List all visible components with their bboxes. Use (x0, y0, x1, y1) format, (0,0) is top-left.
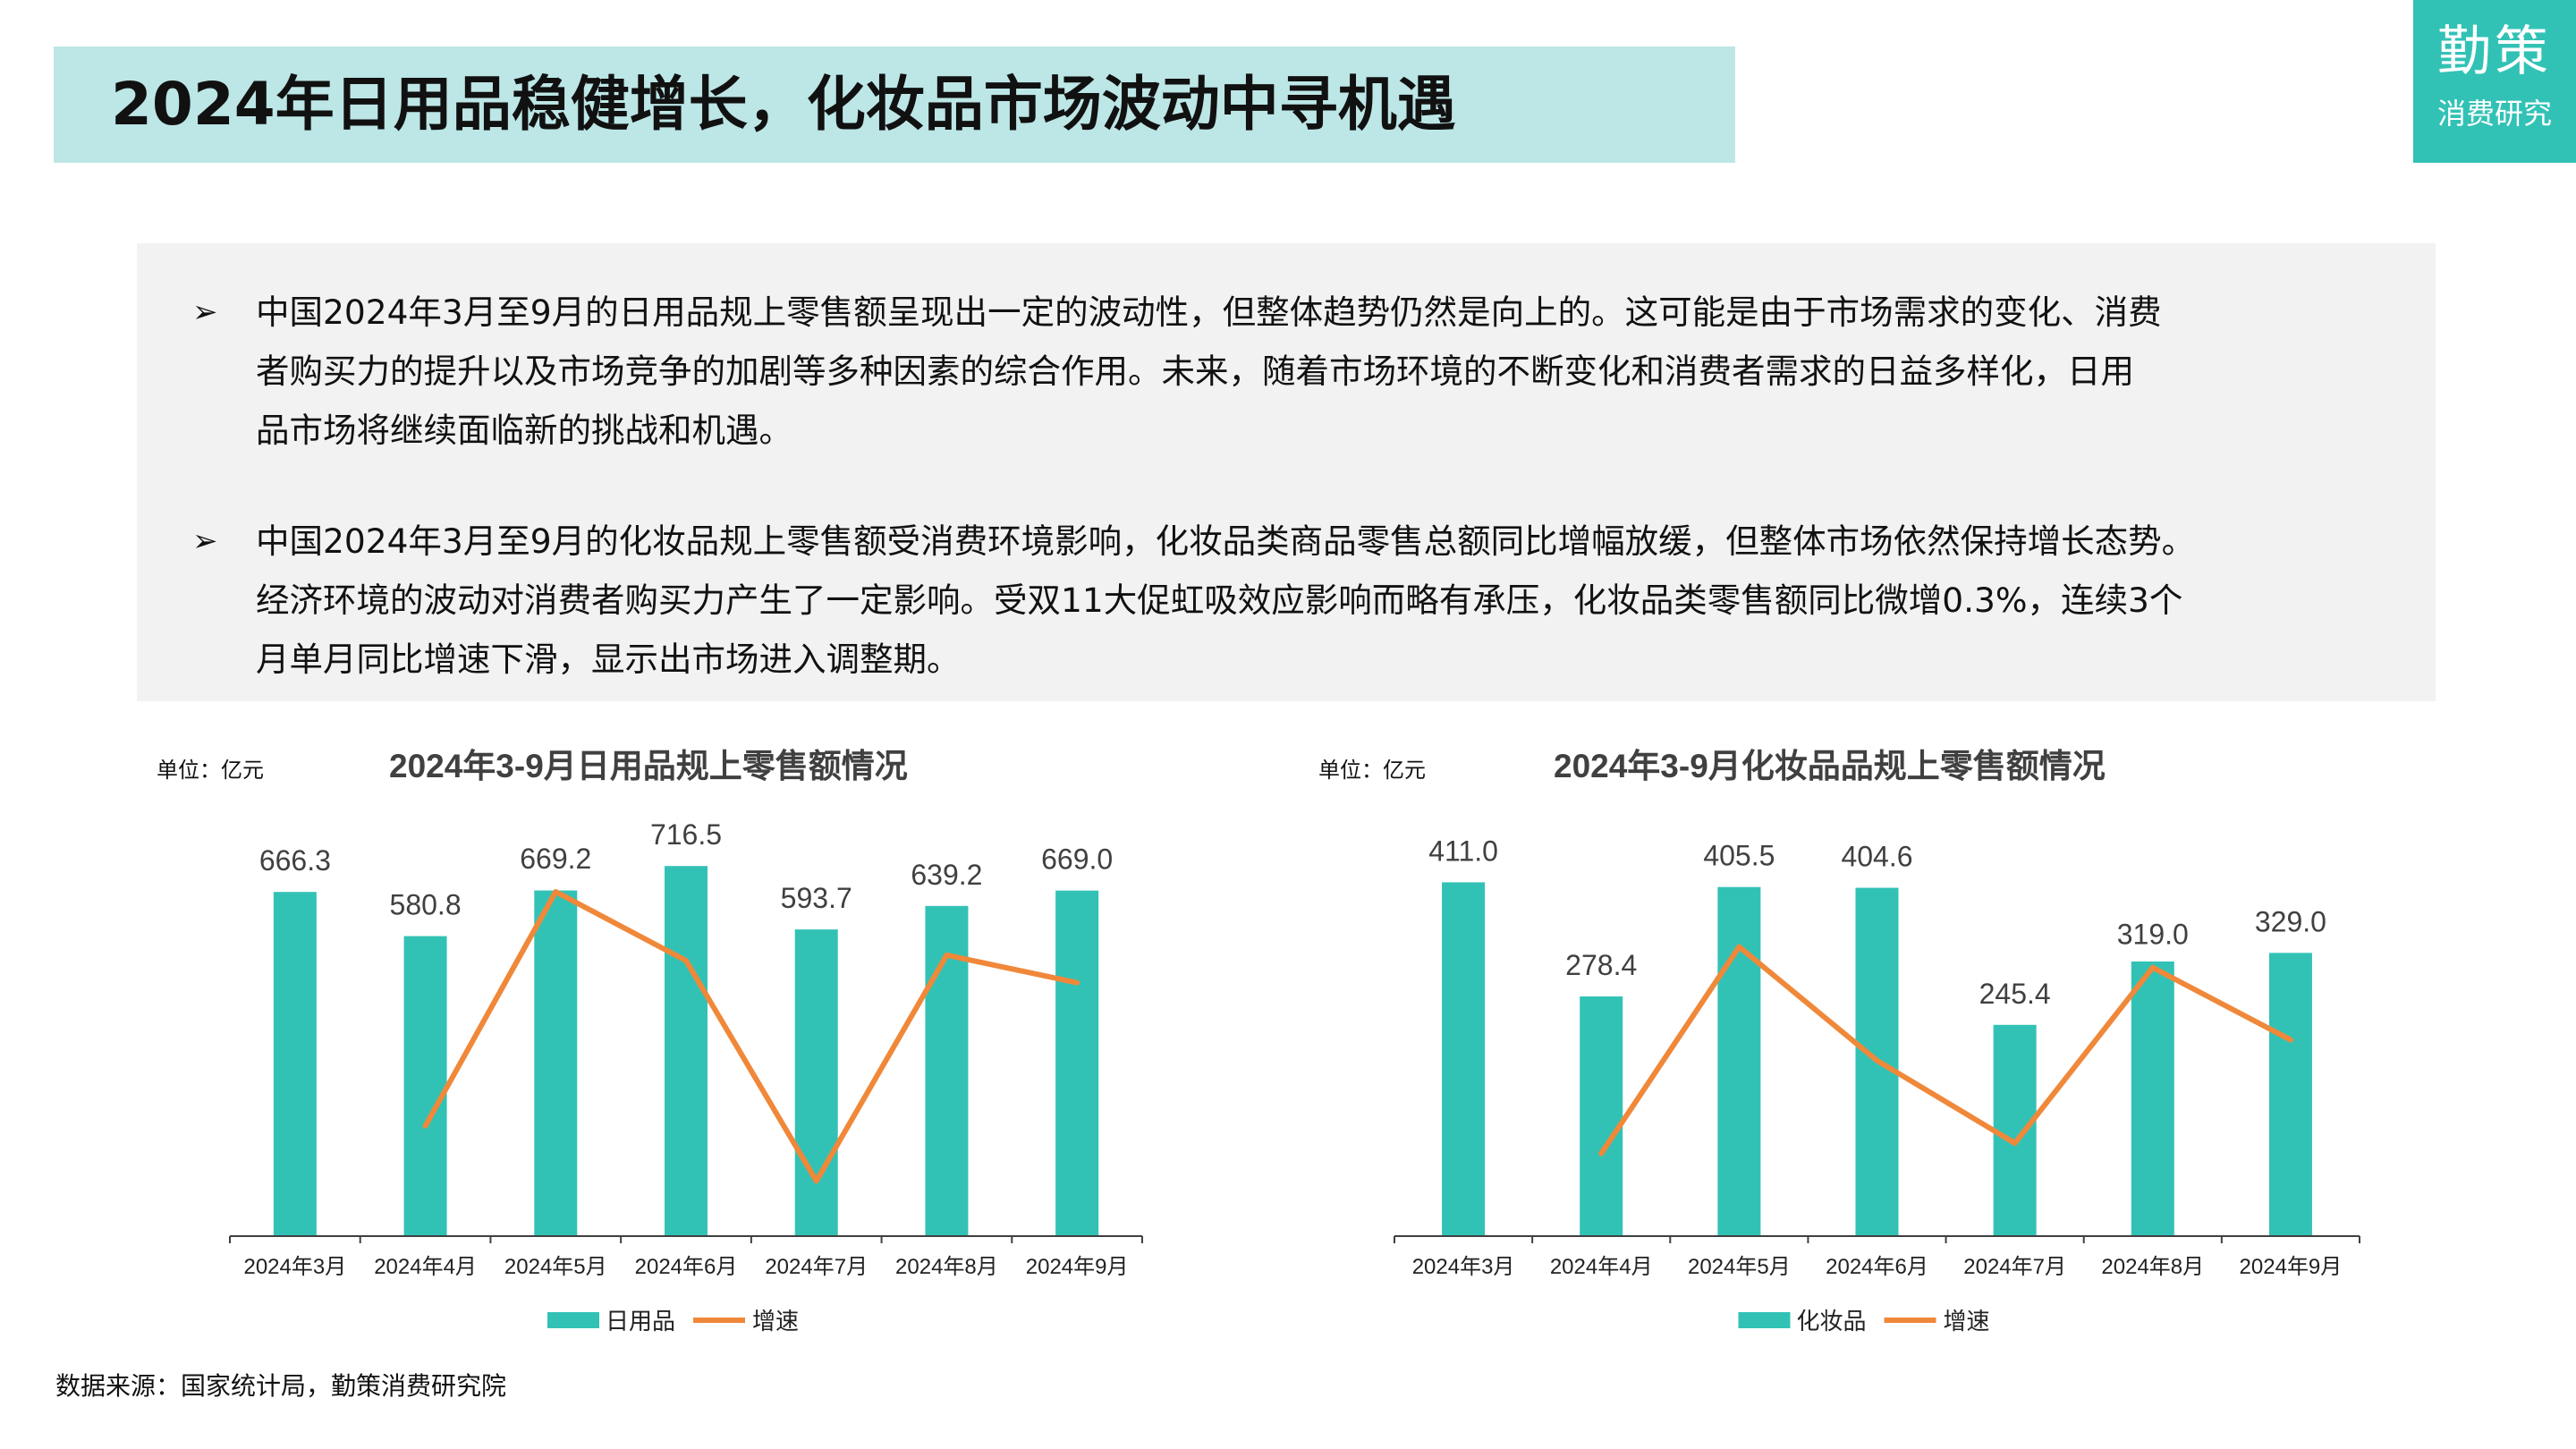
logo-name: 勤策 (2437, 21, 2552, 83)
title-banner: 2024年日用品稳健增长，化妆品市场波动中寻机遇 (54, 47, 1735, 163)
x-tick-label: 2024年5月 (504, 1255, 607, 1279)
x-tick-label: 2024年7月 (1963, 1255, 2066, 1279)
x-tick-label: 2024年7月 (765, 1255, 868, 1279)
brand-logo: 勤策 消费研究 (2413, 0, 2576, 163)
unit-label: 单位：亿元 (157, 758, 264, 783)
summary-line: 中国2024年3月至9月的化妆品规上零售额受消费环境影响，化妆品类商品零售总额同… (256, 521, 2196, 561)
logo-subtitle: 消费研究 (2436, 97, 2552, 131)
summary-line: 品市场将继续面临新的挑战和机遇。 (256, 411, 792, 450)
summary-line: 者购买力的提升以及市场竞争的加剧等多种因素的综合作用。未来，随着市场环境的不断变… (256, 352, 2134, 391)
bar-2024年3月 (1442, 882, 1486, 1236)
bar-2024年5月 (1717, 886, 1761, 1236)
data-label: 716.5 (650, 818, 722, 851)
bullet-arrow-icon: ➢ (192, 523, 218, 559)
data-label: 245.4 (1979, 978, 2051, 1010)
bar-2024年3月 (273, 892, 317, 1236)
data-label: 669.2 (520, 843, 591, 875)
legend-label: 日用品 (606, 1308, 675, 1335)
legend-label: 化妆品 (1797, 1308, 1867, 1335)
x-tick-label: 2024年9月 (1026, 1255, 1129, 1279)
summary-line: 月单月同比增速下滑，显示出市场进入调整期。 (256, 640, 961, 679)
data-label: 666.3 (259, 844, 331, 877)
data-label: 411.0 (1428, 835, 1498, 867)
cosmetics-chart: 单位：亿元 2024年3-9月化妆品品规上零售额情况 411.0 278.4 405.5… (1318, 748, 2360, 1335)
data-label: 593.7 (781, 882, 852, 914)
x-tick-label: 2024年5月 (1688, 1255, 1791, 1279)
data-label: 405.5 (1703, 840, 1775, 872)
daily-goods-chart: 单位：亿元 2024年3-9月日用品规上零售额情况 666.3 580.8 669.2 7… (157, 748, 1143, 1335)
legend-label: 增速 (1944, 1308, 1990, 1335)
x-tick-label: 2024年8月 (895, 1255, 998, 1279)
data-label: 404.6 (1841, 841, 1912, 873)
data-label: 639.2 (911, 859, 982, 891)
summary-box: ➢ 中国2024年3月至9月的日用品规上零售额呈现出一定的波动性，但整体趋势仍然… (137, 243, 2436, 701)
growth-rate-line (422, 889, 1080, 1184)
x-tick-label: 2024年6月 (1826, 1255, 1928, 1279)
x-tick-label: 2024年4月 (1550, 1255, 1653, 1279)
legend-swatch-bar (1738, 1312, 1791, 1328)
chart-title: 2024年3-9月化妆品品规上零售额情况 (1554, 748, 2106, 784)
x-tick-label: 2024年4月 (374, 1255, 477, 1279)
x-tick-label: 2024年6月 (635, 1255, 738, 1279)
summary-line: 中国2024年3月至9月的日用品规上零售额呈现出一定的波动性，但整体趋势仍然是向… (256, 292, 2162, 332)
x-tick-label: 2024年3月 (1412, 1255, 1515, 1279)
bar-2024年8月 (2131, 961, 2174, 1236)
x-tick-label: 2024年9月 (2240, 1255, 2343, 1279)
x-tick-label: 2024年3月 (243, 1255, 346, 1279)
chart-title: 2024年3-9月日用品规上零售额情况 (389, 748, 908, 784)
unit-label: 单位：亿元 (1318, 758, 1426, 783)
data-label: 319.0 (2117, 919, 2189, 951)
data-label: 278.4 (1565, 949, 1637, 981)
bar-2024年8月 (925, 905, 969, 1236)
bar-2024年7月 (1993, 1024, 2037, 1236)
page-title: 2024年日用品稳健增长，化妆品市场波动中寻机遇 (111, 70, 1456, 139)
legend-label: 增速 (752, 1308, 799, 1335)
bar-2024年7月 (794, 929, 838, 1236)
data-label: 329.0 (2255, 905, 2326, 937)
data-label: 669.0 (1041, 843, 1113, 876)
legend-swatch-bar (547, 1312, 599, 1328)
bar-2024年5月 (534, 890, 578, 1236)
x-tick-label: 2024年8月 (2101, 1255, 2204, 1279)
bar-2024年4月 (1580, 996, 1623, 1236)
bar-2024年9月 (1055, 890, 1099, 1236)
bar-2024年4月 (403, 936, 447, 1236)
summary-line: 经济环境的波动对消费者购买力产生了一定影响。受双11大促虹吸效应影响而略有承压，… (256, 580, 2183, 620)
bar-2024年6月 (665, 866, 708, 1236)
growth-rate-line (1598, 944, 2293, 1157)
bar-2024年9月 (2268, 953, 2312, 1236)
data-source-note: 数据来源：国家统计局，勤策消费研究院 (55, 1371, 507, 1401)
bullet-arrow-icon: ➢ (192, 294, 218, 330)
data-label: 580.8 (390, 889, 462, 921)
